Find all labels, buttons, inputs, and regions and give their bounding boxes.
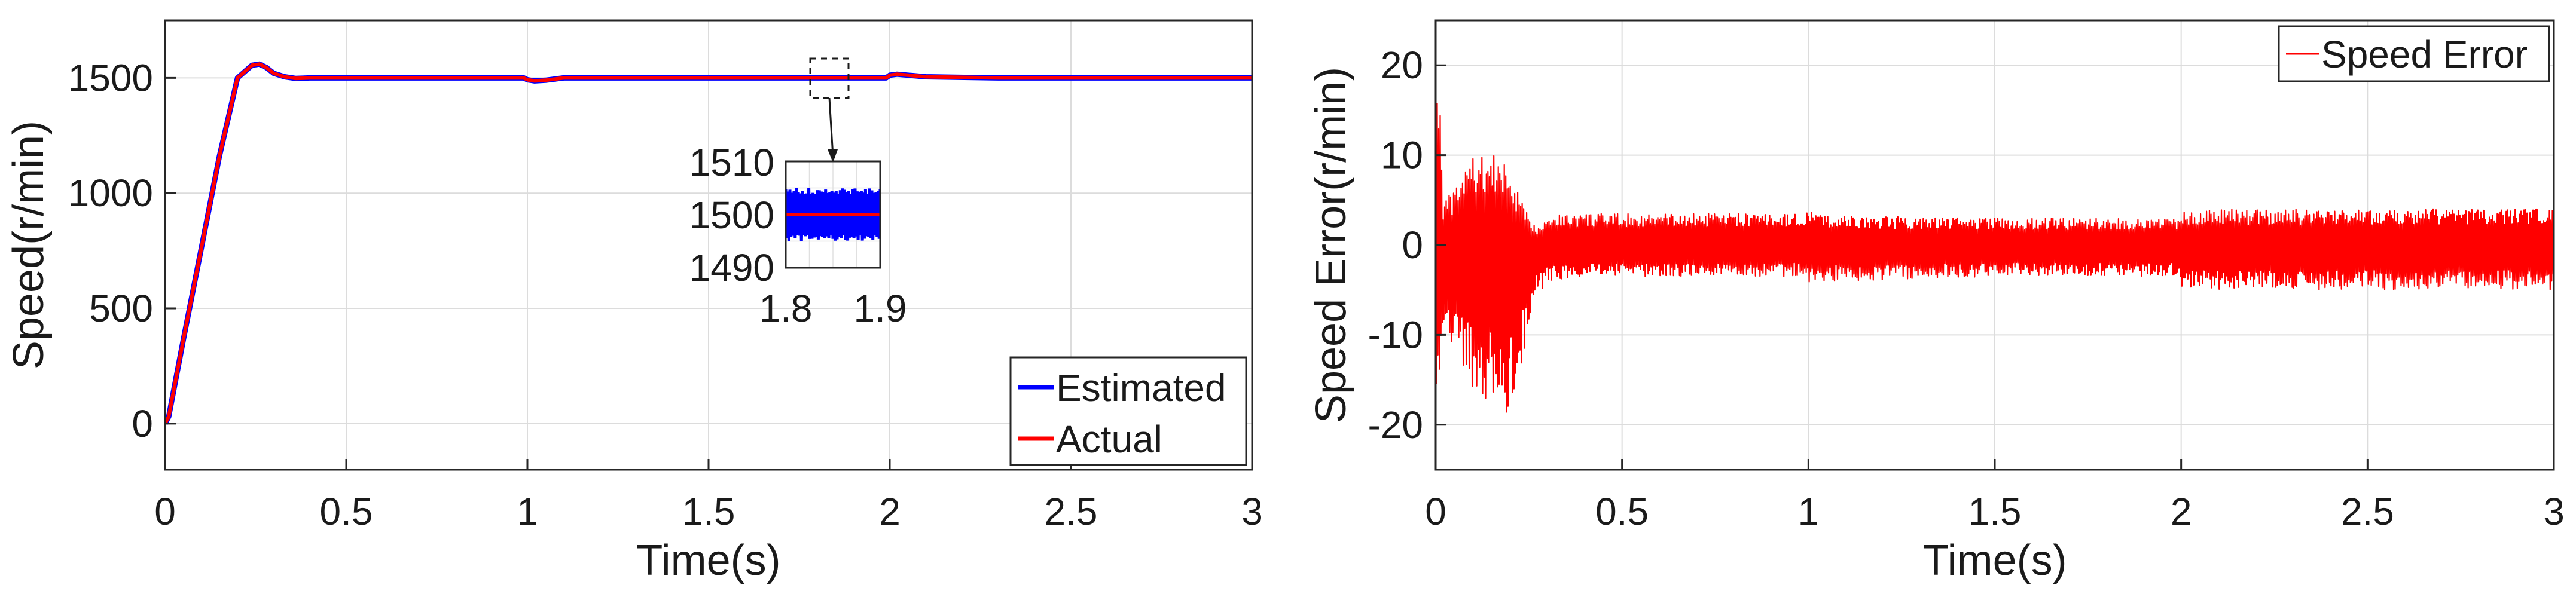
speed-legend: Estimated Actual — [1009, 356, 1247, 466]
speed-lines — [165, 61, 1252, 425]
inset-x-tick-label: 1.9 — [854, 287, 907, 330]
inset-y-tick-label: 1500 — [689, 194, 774, 237]
error-x-tick-label: 1.5 — [1968, 490, 2022, 533]
speed-y-tick-label: 0 — [132, 402, 153, 445]
speed-x-ticks: 0 0.5 1 1.5 2 2.5 3 — [154, 459, 1263, 533]
speed-chart: 0 0.5 1 1.5 2 2.5 3 0 500 1000 1500 Time(s) Speed… — [5, 19, 1263, 584]
zoom-arrow — [828, 97, 834, 157]
legend-label-speed-error: Speed Error — [2321, 33, 2528, 76]
error-y-axis-label: Speed Error(r/min) — [1307, 67, 1355, 423]
speed-x-axis-label: Time(s) — [636, 537, 780, 584]
inset-line-estimated — [786, 188, 880, 241]
speed-x-tick-label: 1 — [517, 490, 538, 533]
series-line-actual — [165, 62, 1252, 425]
speed-x-tick-label: 3 — [1241, 490, 1263, 533]
inset-x-tick-label: 1.8 — [759, 287, 813, 330]
speed-y-ticks: 0 500 1000 1500 — [68, 56, 176, 445]
speed-x-tick-label: 2 — [879, 490, 901, 533]
error-y-tick-label: 0 — [1402, 224, 1423, 267]
error-x-tick-label: 0 — [1425, 490, 1446, 533]
speed-x-tick-label: 0.5 — [320, 490, 373, 533]
speed-x-tick-label: 0 — [154, 490, 176, 533]
speed-y-tick-label: 500 — [89, 287, 153, 330]
error-x-tick-label: 2 — [2171, 490, 2192, 533]
error-x-ticks: 0 0.5 1 1.5 2 2.5 3 — [1425, 459, 2565, 533]
error-y-tick-label: -20 — [1368, 403, 1424, 446]
speed-legend-box — [1009, 356, 1247, 466]
error-x-axis-label: Time(s) — [1922, 537, 2067, 584]
error-legend: Speed Error — [2278, 25, 2550, 82]
inset-lines — [786, 188, 880, 241]
series-line-speed-error — [1436, 102, 2554, 413]
error-y-tick-label: 10 — [1381, 134, 1423, 177]
error-y-tick-label: -10 — [1368, 313, 1424, 356]
error-y-tick-label: 20 — [1381, 44, 1423, 87]
speed-y-tick-label: 1000 — [68, 172, 153, 215]
legend-label-actual: Actual — [1056, 418, 1162, 461]
speed-x-tick-label: 2.5 — [1045, 490, 1098, 533]
inset-frame — [785, 160, 881, 269]
inset-y-tick-label: 1510 — [689, 141, 774, 184]
zoom-arrow-head — [828, 149, 838, 163]
error-lines — [1436, 102, 2554, 413]
error-x-tick-label: 1 — [1798, 490, 1820, 533]
error-x-tick-label: 2.5 — [2341, 490, 2394, 533]
speed-error-chart: 0 0.5 1 1.5 2 2.5 3 -20 -10 0 10 20 Time(s) Speed … — [1307, 19, 2565, 584]
error-x-tick-label: 3 — [2543, 490, 2565, 533]
error-legend-box — [2278, 25, 2550, 82]
speed-y-axis-label: Speed(r/min) — [5, 121, 53, 369]
inset-y-tick-label: 1490 — [689, 246, 774, 289]
zoom-inset: 1510 1500 1490 1.8 1.9 — [689, 141, 907, 330]
error-x-tick-label: 0.5 — [1595, 490, 1649, 533]
speed-y-tick-label: 1500 — [68, 56, 153, 99]
legend-label-estimated: Estimated — [1056, 366, 1226, 409]
speed-x-tick-label: 1.5 — [682, 490, 735, 533]
error-y-ticks: -20 -10 0 10 20 — [1368, 44, 1446, 446]
